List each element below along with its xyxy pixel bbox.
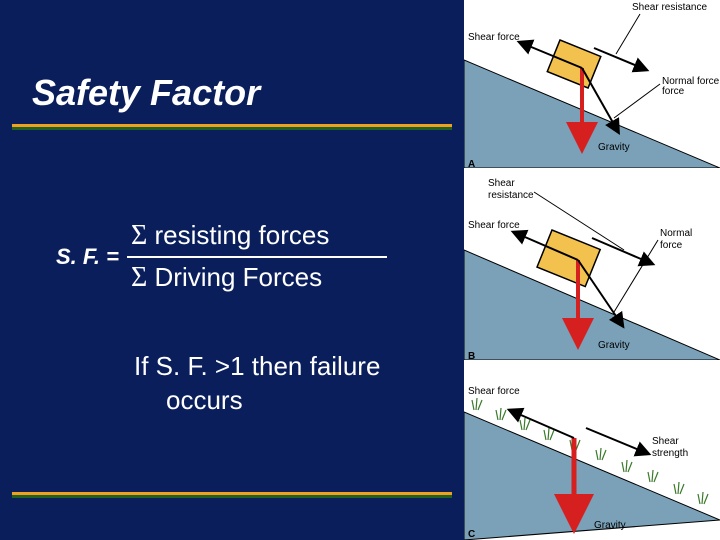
diagram-panel-b: Shear resistance Normal force Shear forc…	[464, 172, 720, 360]
label-shear-force: Shear force	[468, 32, 520, 43]
diagram-column: Shear resistance Shear force Normal forc…	[464, 0, 720, 540]
label-shear-resistance: Shear resistance	[632, 2, 707, 13]
denominator-text: Driving Forces	[155, 262, 323, 292]
label-gravity-c: Gravity	[594, 520, 626, 531]
slide: Safety Factor S. F. = Σ resisting forces…	[0, 0, 720, 540]
label-shear-force-c: Shear force	[468, 386, 520, 397]
sigma-icon: Σ	[131, 262, 147, 293]
svg-text:force: force	[662, 86, 685, 97]
label-shear-force-b: Shear force	[468, 220, 520, 231]
failure-condition: If S. F. >1 then failure occurs	[134, 350, 380, 418]
svg-text:strength: strength	[652, 448, 688, 459]
panel-c-svg: Shear force Shear strength Gravity	[464, 364, 720, 540]
label-gravity-b: Gravity	[598, 340, 630, 351]
label-gravity: Gravity	[598, 142, 630, 153]
diagram-panel-c: Shear force Shear strength Gravity C	[464, 364, 720, 540]
formula-lhs: S. F. =	[56, 244, 119, 270]
svg-text:Shear: Shear	[652, 436, 679, 447]
footer-underline	[12, 492, 452, 498]
panel-tag-a: A	[468, 159, 475, 170]
panel-b-svg: Shear resistance Normal force Shear forc…	[464, 172, 720, 360]
fraction-bar	[127, 256, 387, 258]
svg-text:Shear: Shear	[488, 178, 515, 189]
panel-tag-c: C	[468, 529, 475, 540]
formula-denominator: Σ Driving Forces	[127, 260, 326, 296]
safety-factor-formula: S. F. = Σ resisting forces Σ Driving For…	[56, 218, 387, 296]
title-underline	[12, 124, 452, 130]
svg-text:force: force	[660, 240, 683, 251]
svg-text:Normal: Normal	[660, 228, 692, 239]
numerator-text: resisting forces	[155, 220, 330, 250]
formula-numerator: Σ resisting forces	[127, 218, 333, 254]
svg-text:resistance: resistance	[488, 190, 534, 201]
panel-tag-b: B	[468, 351, 475, 362]
condition-line1: If S. F. >1 then failure	[134, 350, 380, 384]
diagram-panel-a: Shear resistance Shear force Normal forc…	[464, 0, 720, 168]
sigma-icon: Σ	[131, 220, 147, 251]
formula-fraction: Σ resisting forces Σ Driving Forces	[127, 218, 387, 296]
condition-line2: occurs	[134, 384, 380, 418]
panel-a-svg: Shear resistance Shear force Normal forc…	[464, 0, 720, 168]
slide-title: Safety Factor	[32, 72, 260, 114]
